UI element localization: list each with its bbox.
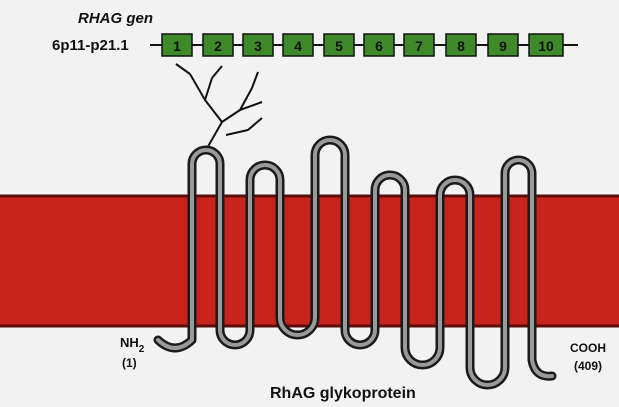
gene-name: RHAG gen (78, 10, 153, 27)
exon-box (202, 33, 234, 57)
exon-box (487, 33, 519, 57)
exon-label: 8 (457, 38, 465, 54)
glycan-branches (175, 63, 263, 151)
exon-box (282, 33, 314, 57)
exon-label: 4 (294, 38, 302, 54)
exon-box (242, 33, 274, 57)
c-position: (409) (574, 359, 602, 373)
exon-box (363, 33, 395, 57)
exon-box (323, 33, 355, 57)
exon-label: 7 (415, 38, 423, 54)
n-terminus: NH2 (120, 335, 145, 355)
exon-label: 5 (335, 38, 343, 54)
c-terminus: COOH (570, 341, 606, 355)
exon-label: 10 (538, 38, 554, 54)
protein-chain (153, 135, 557, 390)
exon-box (403, 33, 435, 57)
exon-label: 6 (375, 38, 383, 54)
membrane (0, 196, 619, 326)
exon-label: 9 (499, 38, 507, 54)
exon-box (528, 33, 564, 57)
n-position: (1) (122, 356, 137, 370)
exon-box (161, 33, 193, 57)
exon-label: 1 (173, 38, 181, 54)
chain-fill (156, 138, 554, 387)
gene-locus: 6p11-p21.1 (52, 37, 129, 54)
glycan-tree (175, 63, 263, 151)
protein-name: RhAG glykoprotein (270, 385, 416, 402)
exon-label: 3 (254, 38, 262, 54)
exon-box (445, 33, 477, 57)
exon-label: 2 (214, 38, 222, 54)
